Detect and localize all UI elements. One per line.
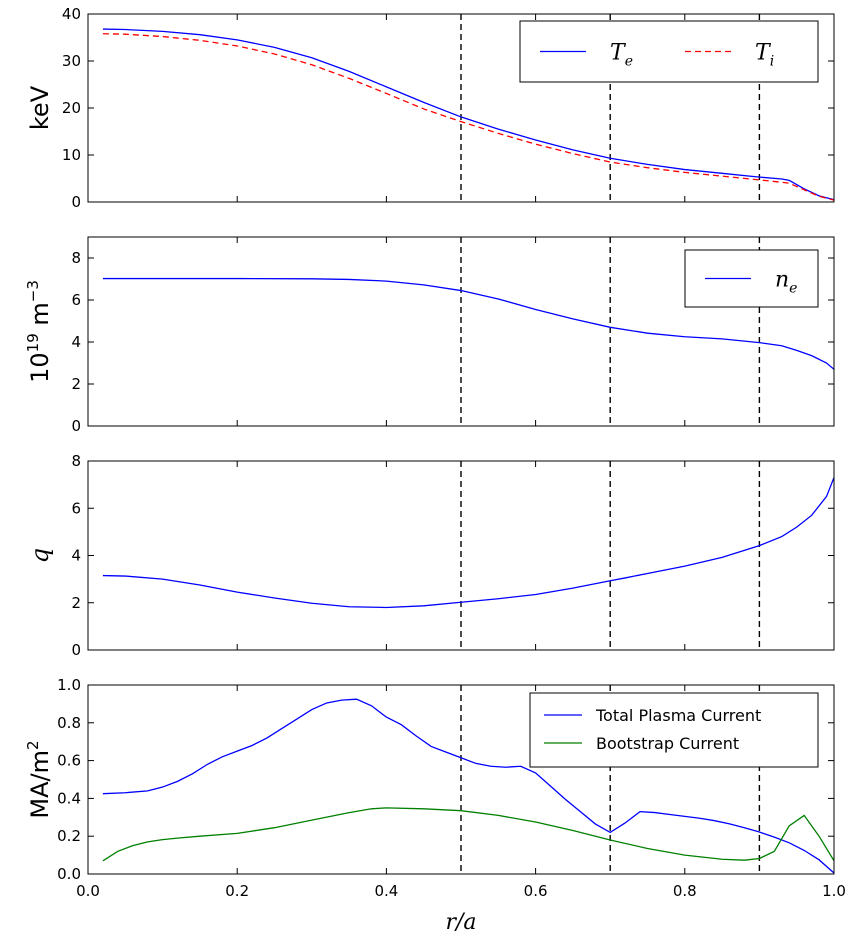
legend-box — [529, 692, 819, 768]
y-tick-label: 0 — [71, 641, 81, 659]
series-line-q — [102, 477, 834, 609]
legend: Total Plasma Current Bootstrap Current — [529, 692, 819, 768]
ylabel-base: 10 — [26, 352, 54, 383]
ylabel-exp: 2 — [24, 740, 42, 750]
axes-frame — [87, 460, 835, 651]
y-tick-label: 6 — [71, 499, 81, 517]
legend-label-main: T — [755, 41, 772, 66]
chart-panel-3: 0 2 4 6 8 q — [26, 452, 835, 659]
y-tick-label: 0.0 — [57, 865, 81, 883]
y-tick-label: 20 — [62, 99, 81, 117]
axes-frame — [87, 13, 835, 203]
x-tick-label: 0.6 — [524, 882, 548, 900]
legend-label-sub: i — [770, 54, 774, 70]
y-tick-label: 0 — [71, 417, 81, 435]
x-tick-label: 0.8 — [673, 882, 697, 900]
ylabel-exp: 19 — [24, 333, 42, 352]
x-tick-label: 0.2 — [225, 882, 249, 900]
series-line-bootstrap-current — [102, 807, 834, 862]
chart-panel-2: 0 2 4 6 8 1019 m−3 ne — [24, 236, 835, 435]
y-axis-label: 1019 m−3 — [24, 280, 54, 383]
y-tick-label: 2 — [71, 375, 81, 393]
axes-frame — [87, 236, 835, 427]
y-tick-label: 1.0 — [57, 676, 81, 694]
y-tick-label: 0.6 — [57, 752, 81, 770]
y-axis-label: MA/m2 — [24, 740, 54, 818]
ylabel-unit-exp: −3 — [24, 280, 42, 302]
ylabel-base: MA/m — [26, 750, 54, 819]
y-axis-label: q — [26, 548, 54, 563]
legend-label-main: T — [610, 41, 627, 66]
legend-box — [684, 249, 819, 308]
y-tick-label: 2 — [71, 594, 81, 612]
series-line-n-e — [102, 277, 834, 370]
y-tick-label: 30 — [62, 52, 81, 70]
x-tick-label: 0.0 — [76, 882, 100, 900]
x-tick-label: 1.0 — [822, 882, 846, 900]
legend: ne — [684, 249, 819, 308]
y-tick-label: 6 — [71, 291, 81, 309]
series-line-t-e — [102, 28, 834, 201]
y-axis-label: keV — [26, 85, 54, 130]
y-tick-label: 0.8 — [57, 714, 81, 732]
legend-label: Te — [610, 41, 633, 70]
y-tick-label: 8 — [71, 249, 81, 267]
x-tick-label: 0.4 — [374, 882, 398, 900]
legend: Te Ti — [519, 20, 819, 83]
y-tick-label: 4 — [71, 333, 81, 351]
legend-label: ne — [775, 268, 797, 297]
y-tick-label: 0 — [71, 193, 81, 211]
series-line-t-i — [102, 33, 834, 201]
x-axis-label: r/a — [445, 910, 476, 935]
axes-frame — [87, 684, 835, 875]
series-line-total-plasma-current — [102, 698, 834, 874]
y-tick-label: 8 — [71, 452, 81, 470]
y-tick-label: 40 — [62, 5, 81, 23]
y-tick-label: 0.4 — [57, 789, 81, 807]
chart-panel-4: 0.0 0.2 0.4 0.6 0.8 1.0 0.0 0.2 0.4 0.6 0.8 1.0 MA/m… — [24, 676, 846, 935]
ylabel-unit: m — [26, 302, 54, 333]
legend-label-sub: e — [789, 281, 797, 297]
legend-label-main: n — [775, 268, 789, 293]
y-tick-label: 4 — [71, 547, 81, 565]
legend-label: Ti — [755, 41, 774, 70]
y-tick-label: 10 — [62, 146, 81, 164]
legend-label-sub: e — [625, 54, 633, 70]
legend-label: Total Plasma Current — [595, 706, 761, 725]
y-tick-label: 0.2 — [57, 827, 81, 845]
legend-label: Bootstrap Current — [596, 734, 739, 753]
